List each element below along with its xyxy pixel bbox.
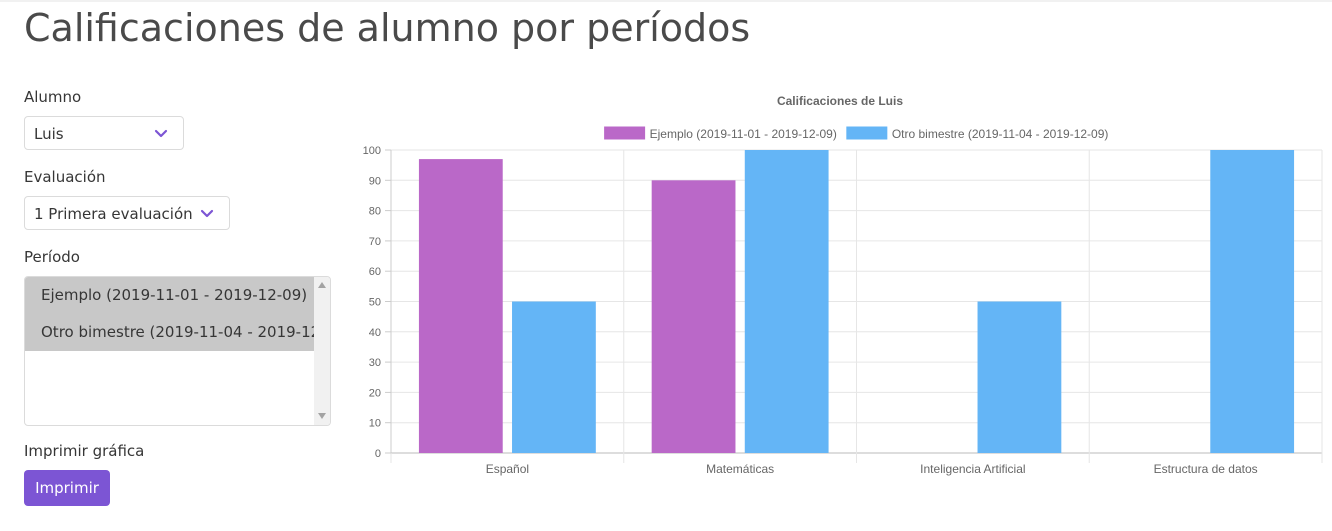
period-label: Período — [24, 248, 80, 266]
scroll-down-arrow-icon[interactable] — [318, 413, 326, 419]
y-tick-label: 30 — [369, 357, 381, 369]
print-button[interactable]: Imprimir — [24, 470, 110, 506]
listbox-scrollbar[interactable] — [314, 277, 330, 425]
student-select-value: Luis — [34, 125, 64, 143]
y-tick-label: 70 — [369, 236, 381, 248]
bar — [418, 159, 503, 453]
x-tick-label: Estructura de datos — [1154, 462, 1258, 476]
period-multiselect[interactable]: Ejemplo (2019-11-01 - 2019-12-09) Otro b… — [24, 276, 331, 426]
page-title: Calificaciones de alumno por períodos — [24, 6, 751, 50]
y-tick-label: 50 — [369, 297, 381, 309]
chart-bars — [418, 150, 1295, 454]
x-axis: Español Matemáticas Inteligencia Artificia… — [486, 462, 1258, 476]
bar — [1210, 150, 1295, 453]
evaluation-select-value: 1 Primera evaluación — [34, 205, 193, 223]
chevron-down-icon — [154, 129, 168, 138]
student-label: Alumno — [24, 88, 82, 106]
period-option[interactable]: Ejemplo (2019-11-01 - 2019-12-09) — [25, 277, 314, 314]
x-tick-label: Matemáticas — [706, 462, 774, 476]
top-border — [0, 0, 1332, 2]
chart-legend: Ejemplo (2019-11-01 - 2019-12-09) Otro bi… — [604, 126, 1109, 141]
x-tick-label: Inteligencia Artificial — [920, 462, 1025, 476]
legend-label: Otro bimestre (2019-11-04 - 2019-12-09) — [892, 127, 1109, 141]
bar — [977, 301, 1062, 453]
scroll-up-arrow-icon[interactable] — [318, 282, 326, 288]
student-select[interactable]: Luis — [24, 116, 184, 150]
grades-bar-chart: Calificaciones de Luis Ejemplo (2019-11-… — [363, 94, 1323, 476]
period-option[interactable]: Otro bimestre (2019-11-04 - 2019-12-09) — [25, 314, 314, 351]
chevron-down-icon — [200, 209, 214, 218]
legend-label: Ejemplo (2019-11-01 - 2019-12-09) — [650, 127, 837, 141]
bar — [651, 180, 736, 454]
legend-swatch — [604, 126, 646, 140]
x-tick-label: Español — [486, 462, 529, 476]
y-tick-label: 0 — [375, 448, 381, 460]
y-tick-label: 60 — [369, 266, 381, 278]
legend-swatch — [846, 126, 888, 140]
chart-title: Calificaciones de Luis — [777, 94, 903, 108]
print-label: Imprimir gráfica — [24, 442, 145, 460]
y-tick-label: 10 — [369, 418, 381, 430]
y-tick-label: 100 — [363, 145, 381, 157]
y-tick-label: 20 — [369, 387, 381, 399]
y-tick-label: 40 — [369, 327, 381, 339]
y-axis: 0 10 20 30 40 50 60 70 80 90 100 — [363, 145, 392, 460]
evaluation-select[interactable]: 1 Primera evaluación — [24, 196, 230, 230]
y-tick-label: 90 — [369, 175, 381, 187]
bar — [512, 301, 596, 453]
y-tick-label: 80 — [369, 206, 381, 218]
evaluation-label: Evaluación — [24, 168, 106, 186]
bar — [744, 150, 829, 453]
